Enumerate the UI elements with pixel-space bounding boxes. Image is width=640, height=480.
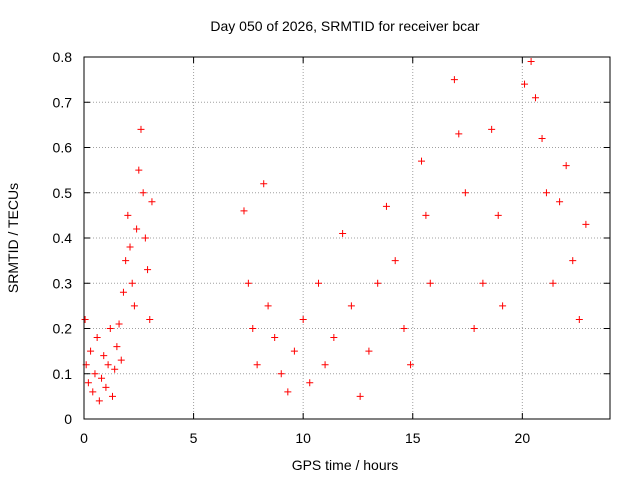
data-point — [461, 189, 469, 197]
data-point — [407, 361, 415, 369]
data-point — [330, 334, 338, 342]
y-tick-label: 0.3 — [53, 275, 73, 291]
x-tick-label: 15 — [405, 430, 421, 446]
data-point — [117, 356, 125, 364]
data-point — [144, 266, 152, 274]
data-point — [400, 325, 408, 332]
data-point — [521, 80, 529, 88]
data-point — [455, 130, 463, 138]
data-point — [146, 315, 154, 323]
y-tick-label: 0 — [64, 411, 72, 427]
data-point — [98, 374, 106, 382]
x-tick-label: 5 — [190, 430, 198, 446]
data-point — [382, 202, 390, 210]
data-point — [141, 234, 149, 242]
data-point — [104, 361, 112, 369]
data-point — [81, 315, 89, 323]
data-point — [95, 397, 103, 405]
y-tick-label: 0.7 — [53, 94, 73, 110]
data-point — [148, 198, 156, 206]
data-point — [422, 211, 430, 219]
data-point — [426, 279, 434, 287]
y-tick-label: 0.8 — [53, 49, 73, 65]
data-point — [450, 76, 458, 84]
y-tick-label: 0.4 — [53, 230, 73, 246]
data-point — [240, 207, 248, 215]
data-point — [249, 325, 257, 332]
data-points — [81, 58, 590, 405]
data-point — [527, 58, 535, 66]
data-point — [374, 279, 382, 287]
data-point — [538, 134, 546, 142]
axis-ticks: 0 5 10 15 20 0 0.1 0.2 0.3 0.4 0.5 0.6 0.7 0.8 — [53, 49, 610, 446]
data-point — [115, 320, 123, 328]
data-point — [494, 211, 502, 219]
x-tick-label: 0 — [80, 430, 88, 446]
data-point — [542, 189, 550, 197]
data-point — [139, 189, 147, 197]
data-point — [84, 379, 92, 387]
data-point — [479, 279, 487, 287]
x-axis-label: GPS time / hours — [292, 457, 399, 473]
data-point — [108, 392, 116, 400]
y-tick-label: 0.1 — [53, 366, 73, 382]
y-tick-label: 0.5 — [53, 185, 73, 201]
data-point — [135, 166, 143, 174]
data-point — [418, 157, 426, 165]
data-point — [271, 334, 279, 342]
data-point — [365, 347, 373, 355]
data-point — [106, 325, 114, 332]
grid — [84, 57, 610, 419]
data-point — [531, 94, 539, 102]
data-point — [499, 302, 507, 310]
data-point — [264, 302, 272, 310]
data-point — [126, 243, 134, 251]
data-point — [470, 325, 478, 332]
data-point — [321, 361, 329, 369]
data-point — [102, 383, 110, 391]
data-point — [290, 347, 298, 355]
chart-title: Day 050 of 2026, SRMTID for receiver bca… — [210, 18, 480, 34]
data-point — [315, 279, 323, 287]
data-point — [244, 279, 252, 287]
data-point — [391, 257, 399, 265]
data-point — [575, 315, 583, 323]
data-point — [356, 392, 364, 400]
y-tick-label: 0.2 — [53, 321, 73, 337]
data-point — [137, 125, 145, 133]
data-point — [556, 198, 564, 206]
data-point — [582, 220, 590, 228]
data-point — [111, 365, 119, 373]
data-point — [339, 229, 347, 237]
data-point — [549, 279, 557, 287]
data-point — [91, 370, 99, 378]
y-axis-label: SRMTID / TECUs — [5, 183, 21, 293]
data-point — [306, 379, 314, 387]
y-tick-label: 0.6 — [53, 140, 73, 156]
data-point — [347, 302, 355, 310]
data-point — [284, 388, 292, 396]
data-point — [569, 257, 577, 265]
x-tick-label: 20 — [515, 430, 531, 446]
data-point — [119, 288, 127, 296]
data-point — [253, 361, 261, 369]
x-tick-label: 10 — [295, 430, 311, 446]
data-point — [87, 347, 95, 355]
data-point — [89, 388, 97, 396]
data-point — [122, 257, 130, 265]
data-point — [277, 370, 285, 378]
data-point — [128, 279, 136, 287]
data-point — [130, 302, 138, 310]
data-point — [299, 315, 307, 323]
data-point — [113, 343, 121, 351]
data-point — [562, 162, 570, 170]
data-point — [133, 225, 141, 233]
data-point — [100, 352, 108, 360]
data-point — [124, 211, 132, 219]
data-point — [93, 334, 101, 342]
data-point — [488, 125, 496, 133]
data-point — [260, 180, 268, 188]
